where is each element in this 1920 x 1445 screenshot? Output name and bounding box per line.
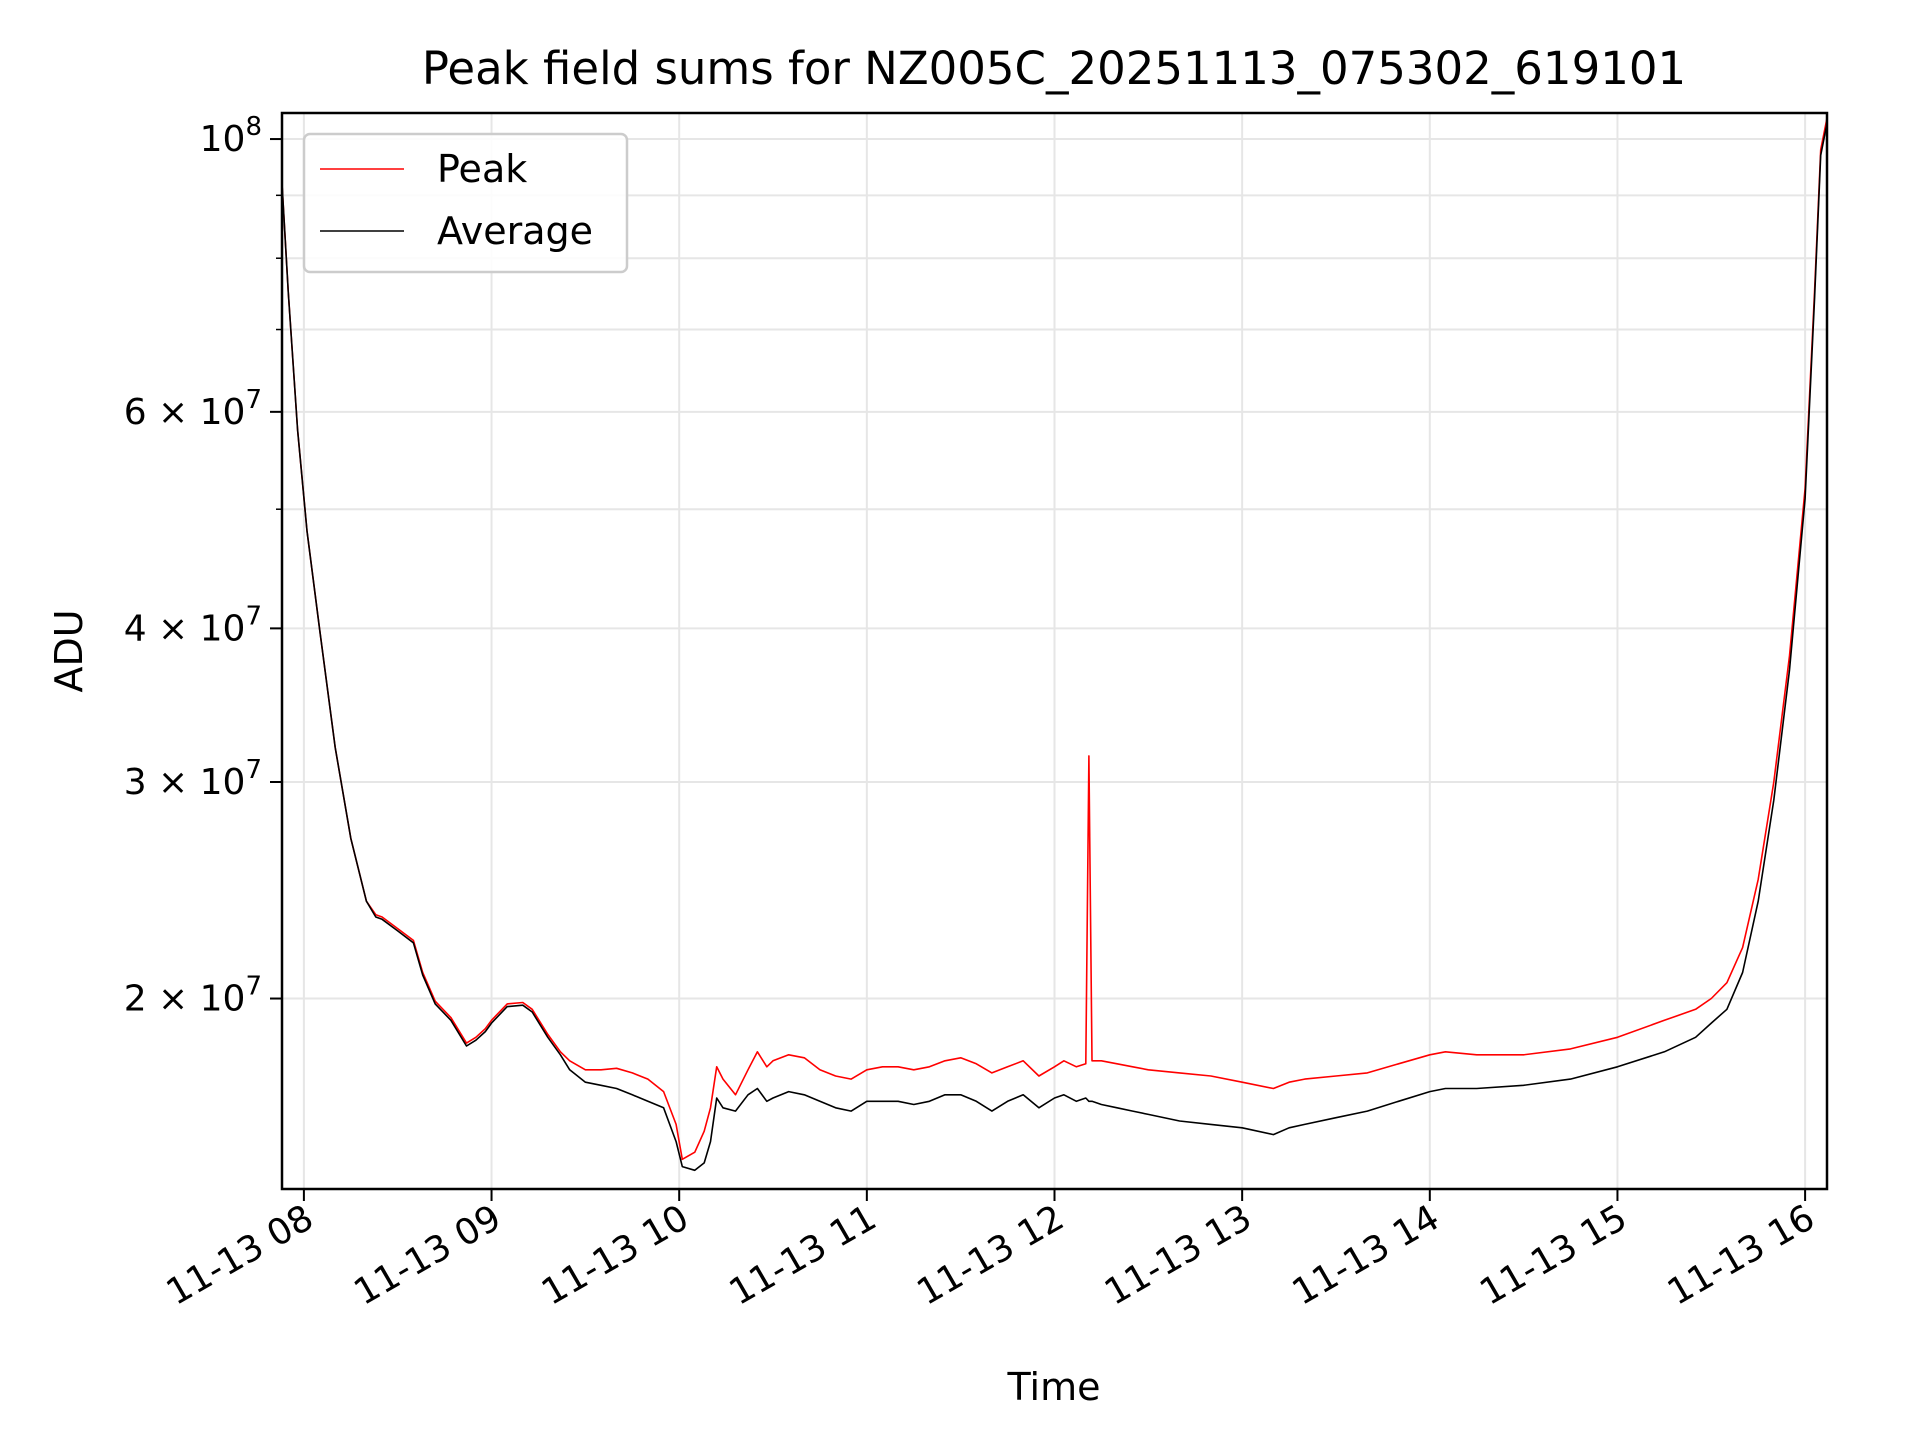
chart-title: Peak field sums for NZ005C_20251113_0753… <box>422 42 1686 95</box>
y-tick-label: 4 × 107 <box>124 601 262 649</box>
series-layer <box>282 117 1827 1172</box>
y-tick-label: 2 × 107 <box>124 972 262 1020</box>
series-line-average <box>282 123 1827 1172</box>
grid-layer <box>282 113 1827 1189</box>
y-tick-label: 108 <box>200 112 262 160</box>
y-tick-label: 6 × 107 <box>124 385 262 433</box>
legend-peak-label: Peak <box>437 147 527 191</box>
series-line-peak <box>282 117 1827 1161</box>
y-tick-label: 3 × 107 <box>124 755 262 803</box>
legend: Peak Average <box>302 132 629 274</box>
legend-average-label: Average <box>437 209 593 253</box>
y-ticks-layer: 2 × 107 3 × 107 4 × 107 6 × 107 108 <box>124 112 282 1020</box>
y-axis-label: ADU <box>47 609 91 692</box>
x-axis-label: Time <box>1007 1365 1101 1409</box>
